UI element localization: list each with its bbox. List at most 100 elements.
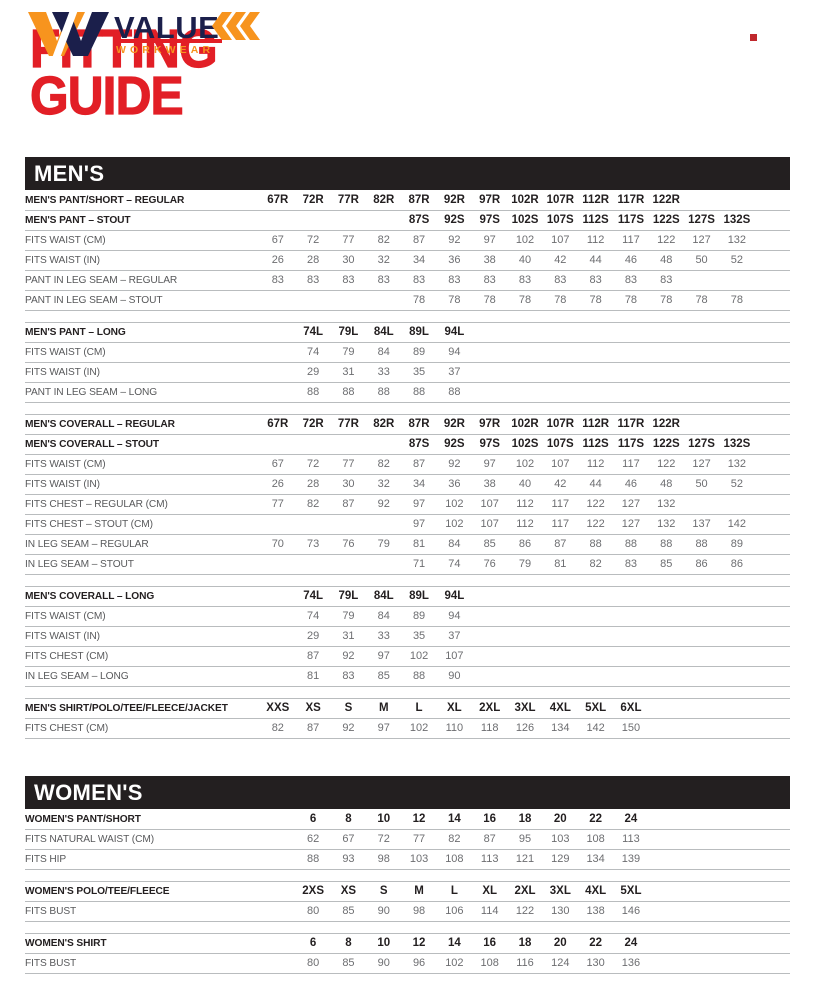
table-cell [719,362,755,383]
table-row: FITS WAIST (CM) 74 79 84 89 94 [25,606,790,627]
table-cell: 36 [436,474,473,495]
table-cell: 26 [260,474,296,495]
table-cell: 97 [366,646,402,667]
table-cell [683,953,720,974]
table-cell [754,809,790,830]
table-cell: 83 [542,270,578,291]
table-cell: 83 [613,554,649,575]
table-cell: 6 [295,932,331,954]
table-cell [613,606,649,627]
table-cell: 94L [436,321,473,343]
table-cell [754,718,790,739]
table-cell [719,666,755,687]
table-cell [577,666,614,687]
table-cell: 3XL [542,880,578,902]
table-cell [260,362,296,383]
table-cell [577,342,614,363]
table-cell [472,666,508,687]
table-cell: 83 [366,270,402,291]
table-row: FITS NATURAL WAIST (CM) 62 67 72 77 82 87 95 103… [25,829,790,850]
table-cell [648,585,684,607]
row-label: WOMEN'S SHIRT [25,932,254,954]
table-cell [260,829,296,850]
table-cell: 88 [401,666,437,687]
table-cell [683,718,720,739]
table-cell [719,413,755,435]
table-row: FITS WAIST (IN) 29 31 33 35 37 [25,626,790,647]
table-cell [719,494,755,515]
table-cell: 113 [472,849,508,870]
table-cell [330,210,367,231]
table-cell [754,606,790,627]
table-cell [613,585,649,607]
table-cell [719,626,755,647]
table-cell: 83 [577,270,614,291]
table-cell: 107 [472,514,508,535]
table-cell: 46 [613,250,649,271]
table-row: PANT IN LEG SEAM – LONG 88 88 88 88 88 [25,382,790,403]
row-label: FITS WAIST (CM) [25,342,254,363]
table-cell: 50 [683,474,720,495]
table-cell: 89L [401,321,437,343]
table-cell: 72R [295,190,331,211]
table-cell: 52 [719,250,755,271]
table-cell: 124 [542,953,578,974]
table-cell: 113 [613,829,649,850]
table-cell: 67 [330,829,367,850]
table-row: MEN'S COVERALL – STOUT 87S 92S 97S 102S 107S 1… [25,434,790,455]
table-cell: 114 [472,901,508,922]
table-cell: 127 [683,230,720,251]
table-cell [330,514,367,535]
table-cell [648,829,684,850]
table-cell: 83 [436,270,473,291]
table-cell: 97 [472,230,508,251]
table-cell [683,666,720,687]
table-cell: 122 [577,494,614,515]
table-cell: 87 [295,646,331,667]
row-label: WOMEN'S PANT/SHORT [25,809,254,830]
table-cell: 90 [366,901,402,922]
table-cell [366,514,402,535]
table-cell: 79 [507,554,543,575]
table-cell: 82 [366,230,402,251]
table-cell: 89 [401,606,437,627]
table-cell [648,880,684,902]
table-cell: 92 [330,718,367,739]
table-cell: 112 [577,454,614,475]
table-cell: 77R [330,413,367,435]
table-cell: 67R [260,413,296,435]
table-cell: 85 [648,554,684,575]
table-row: FITS WAIST (IN) 29 31 33 35 37 [25,362,790,383]
table-cell [683,342,720,363]
table-cell: 88 [366,382,402,403]
logo-graphic: VALUE WORKWEAR [28,10,260,58]
table-cell: 117S [613,434,649,455]
table-cell [719,829,755,850]
table-cell: 10 [366,932,402,954]
table-cell: 86 [507,534,543,555]
table-cell [719,718,755,739]
table-cell: 92 [436,454,473,475]
table-cell [683,697,720,719]
table-cell: 46 [613,474,649,495]
row-label: MEN'S PANT/SHORT – REGULAR [25,190,254,211]
table-cell: 122S [648,434,684,455]
table-cell: S [330,697,367,719]
section-gap [25,921,790,933]
table-cell [577,321,614,343]
table-cell [754,646,790,667]
table-cell: 74L [295,585,331,607]
table-cell: 22 [577,809,614,830]
table-cell: 127S [683,434,720,455]
table-cell [330,554,367,575]
table-cell [330,290,367,311]
table-cell [683,413,720,435]
table-cell: 97S [472,434,508,455]
table-row: FITS WAIST (CM) 67 72 77 82 87 92 97 102 107 112 11… [25,454,790,475]
table-cell [754,494,790,515]
table-row: PANT IN LEG SEAM – REGULAR 83 83 83 83 83 83 83… [25,270,790,291]
table-cell: 129 [542,849,578,870]
table-cell [648,697,684,719]
table-cell [507,362,543,383]
table-cell: 92R [436,190,473,211]
